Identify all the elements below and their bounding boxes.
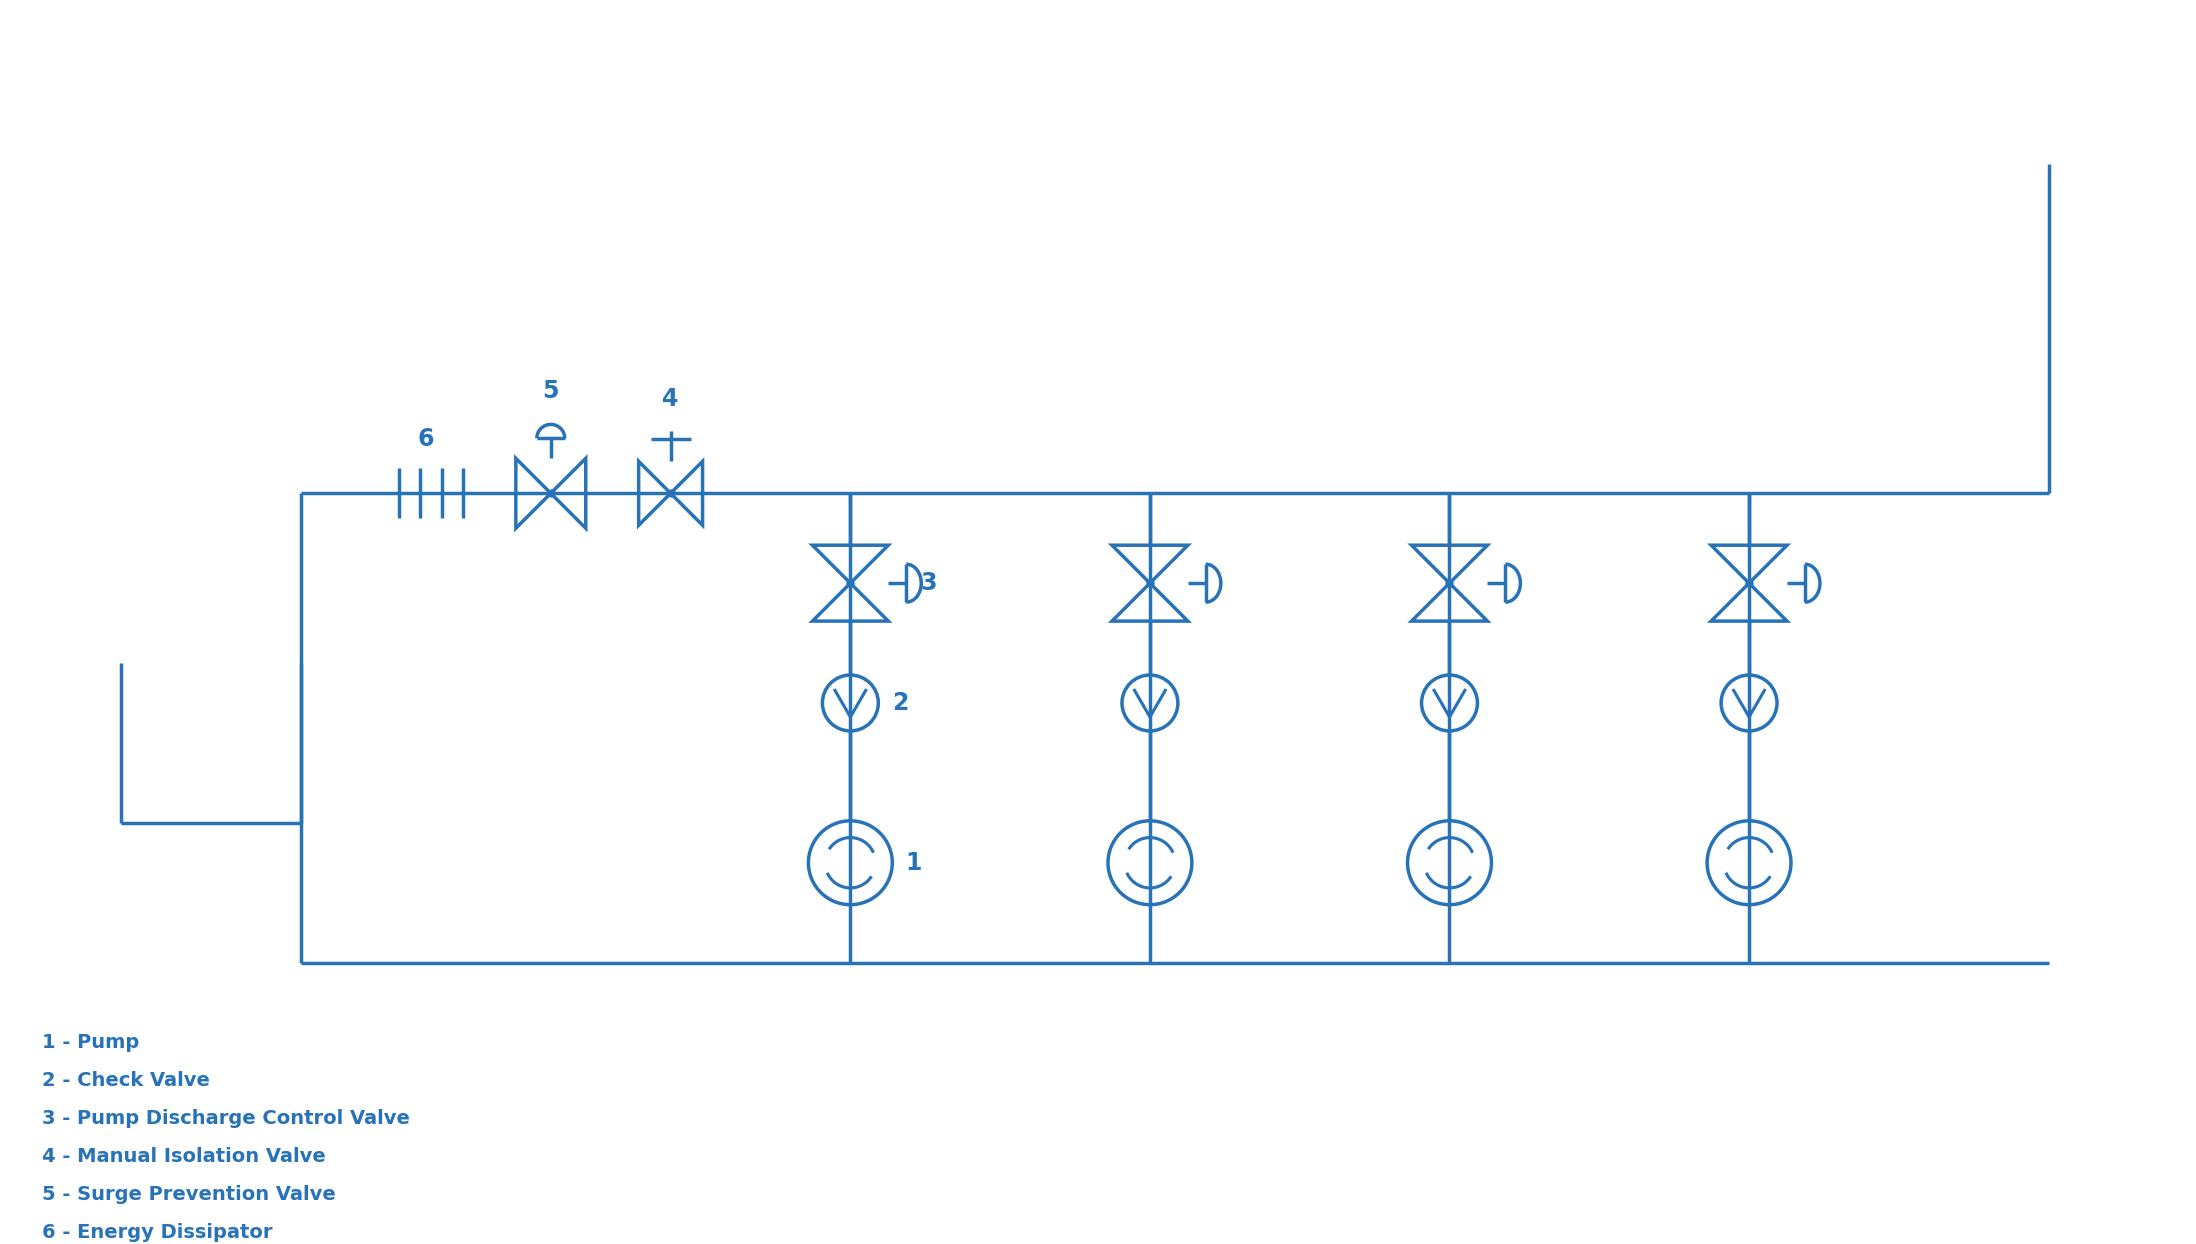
Text: 6 - Energy Dissipator: 6 - Energy Dissipator [42,1223,272,1242]
Text: 5: 5 [542,379,560,403]
Text: 1 - Pump: 1 - Pump [42,1033,138,1052]
Text: 4 - Manual Isolation Valve: 4 - Manual Isolation Valve [42,1147,325,1166]
Text: 2: 2 [892,690,909,715]
Text: 3 - Pump Discharge Control Valve: 3 - Pump Discharge Control Valve [42,1108,408,1128]
Text: 6: 6 [417,428,435,452]
Text: 5 - Surge Prevention Valve: 5 - Surge Prevention Valve [42,1184,336,1204]
Text: 3: 3 [920,571,938,595]
Text: 2 - Check Valve: 2 - Check Valve [42,1071,209,1090]
Text: 4: 4 [663,387,679,412]
Text: 1: 1 [905,851,922,875]
